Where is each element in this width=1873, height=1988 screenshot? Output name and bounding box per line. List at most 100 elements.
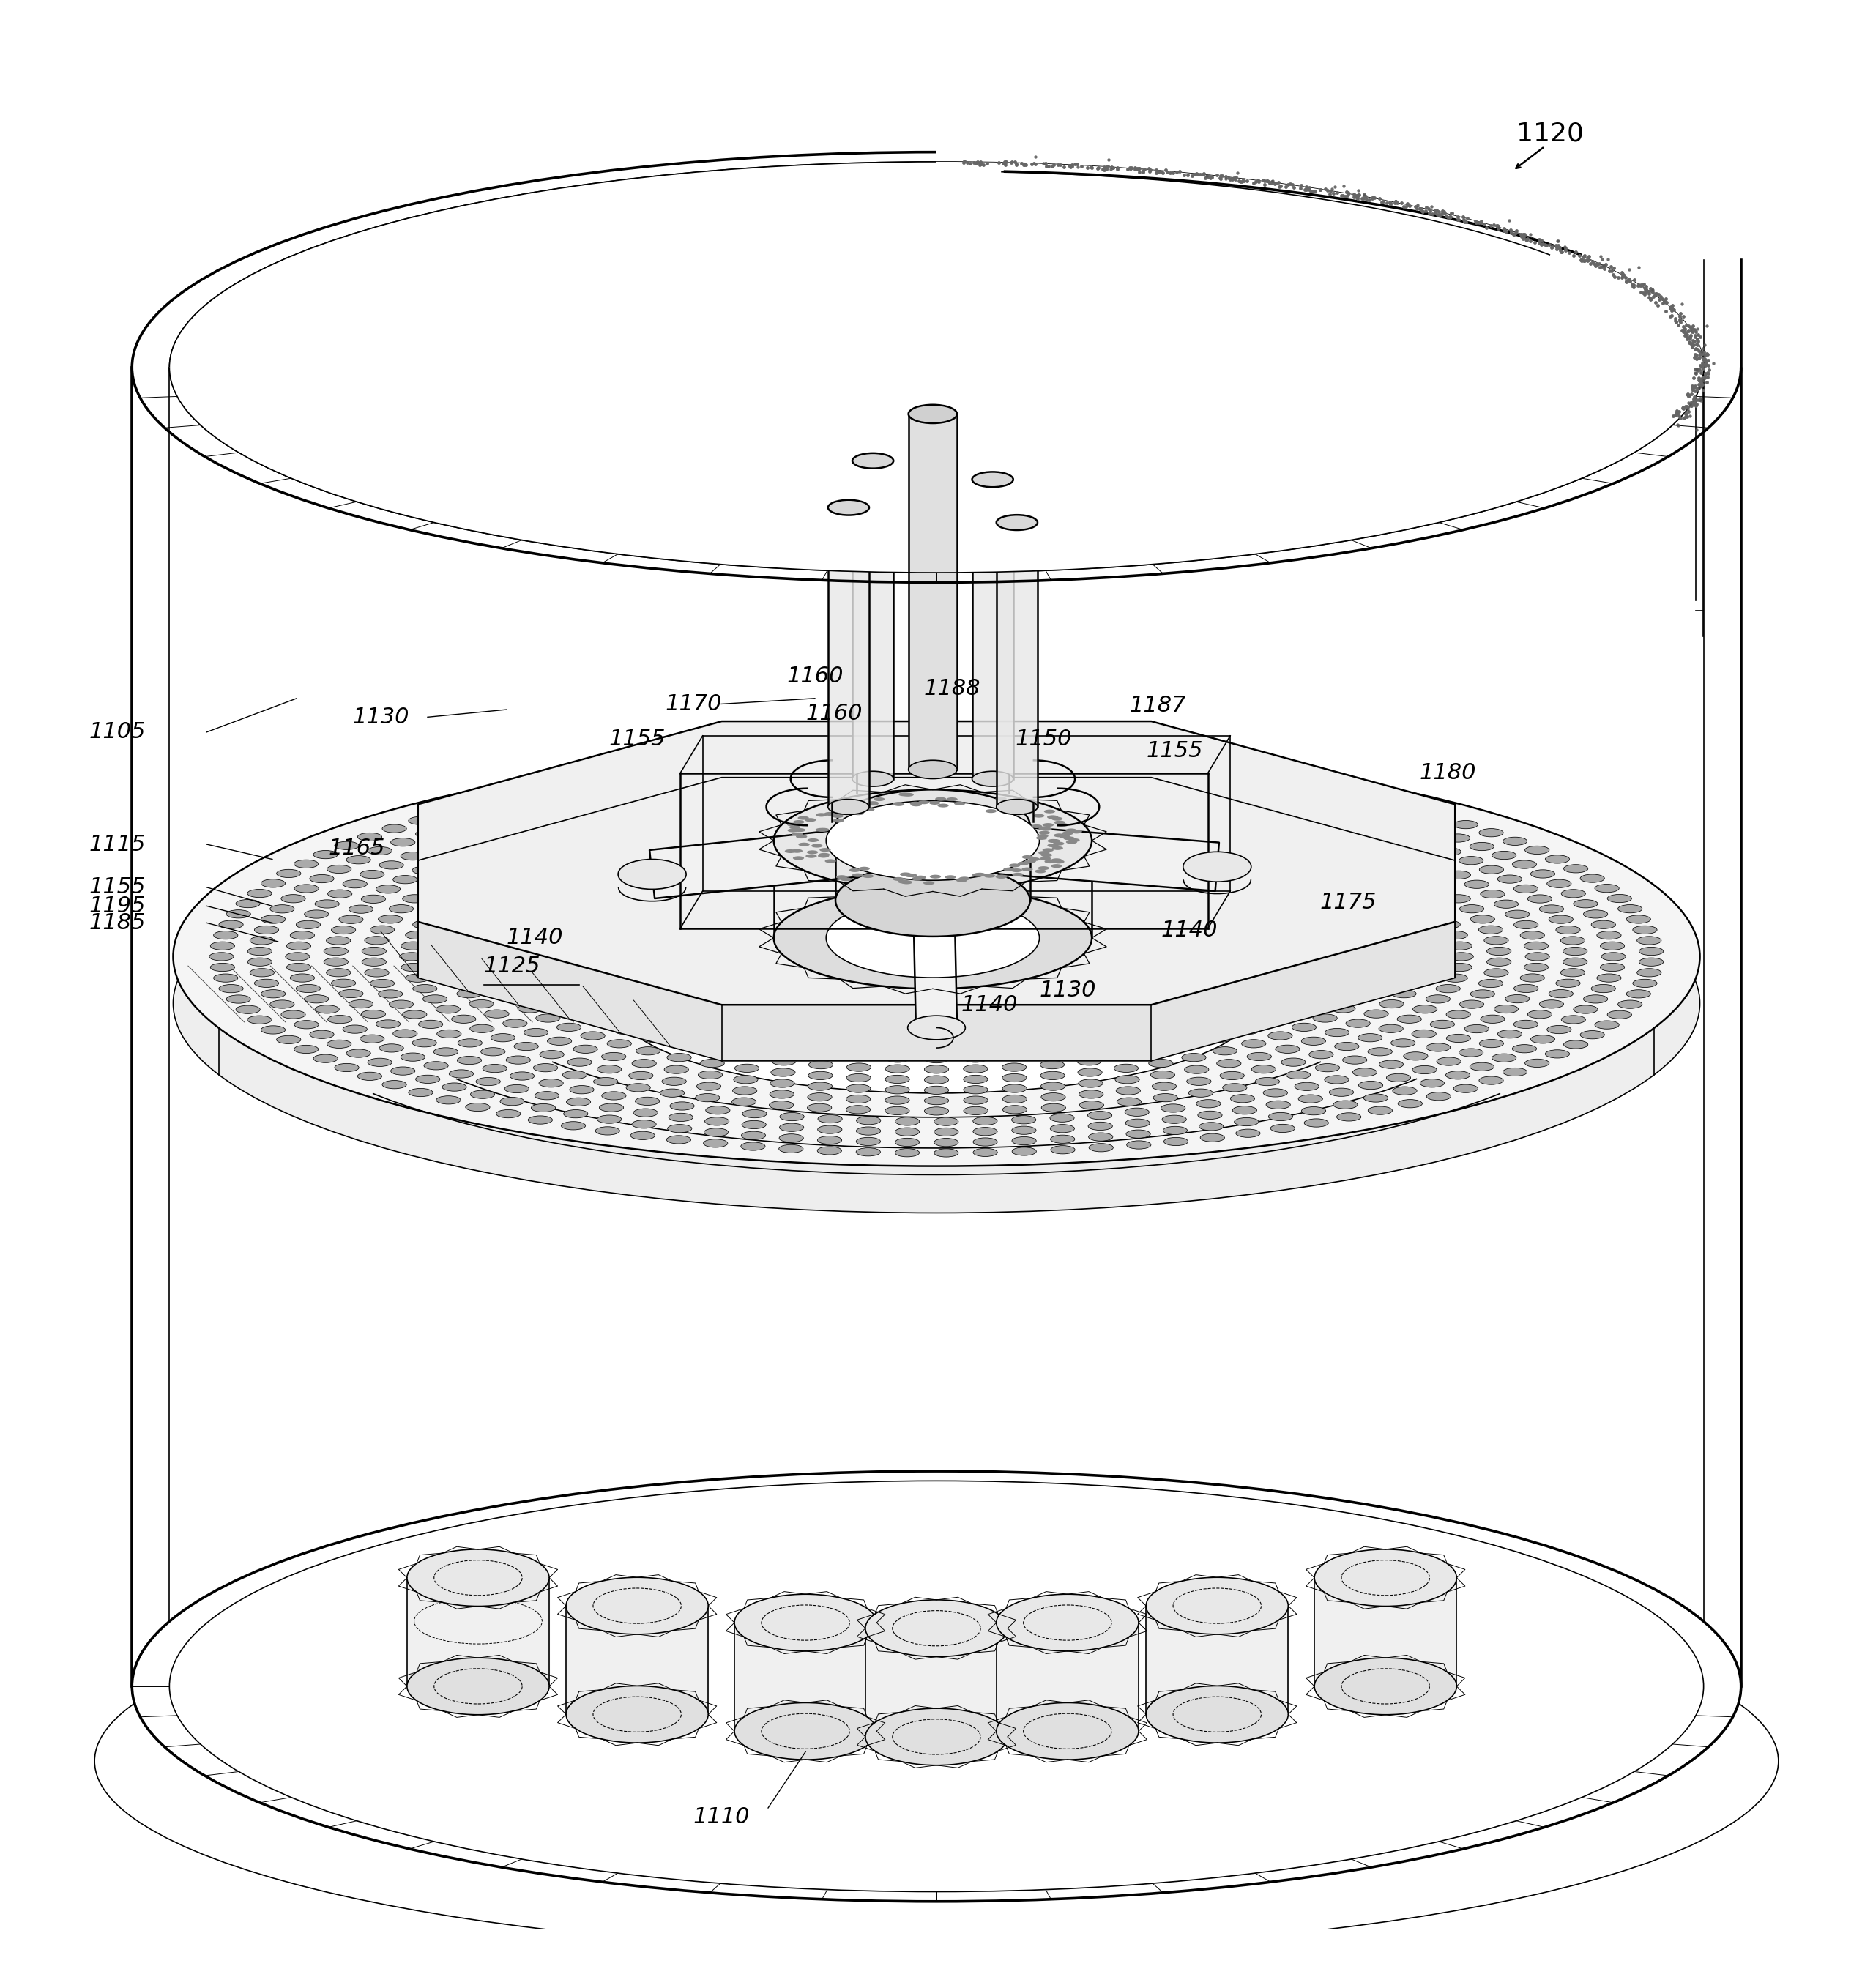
Ellipse shape: [1487, 946, 1512, 956]
Ellipse shape: [324, 946, 348, 956]
Ellipse shape: [1161, 1115, 1186, 1123]
Ellipse shape: [1493, 1054, 1517, 1062]
Ellipse shape: [599, 1103, 624, 1111]
Ellipse shape: [1480, 829, 1504, 837]
Ellipse shape: [260, 1026, 285, 1034]
Ellipse shape: [285, 952, 309, 960]
Ellipse shape: [1088, 783, 1113, 791]
Ellipse shape: [1556, 926, 1581, 934]
Ellipse shape: [1594, 1020, 1618, 1030]
Ellipse shape: [1126, 797, 1150, 805]
Ellipse shape: [641, 871, 665, 879]
Ellipse shape: [1088, 793, 1113, 801]
Ellipse shape: [867, 801, 878, 805]
Ellipse shape: [1199, 1123, 1223, 1131]
Ellipse shape: [539, 825, 564, 835]
Ellipse shape: [732, 819, 757, 827]
Ellipse shape: [249, 968, 273, 976]
Text: 1130: 1130: [1040, 980, 1096, 1000]
Ellipse shape: [667, 781, 691, 789]
Ellipse shape: [590, 887, 614, 895]
Ellipse shape: [1392, 867, 1416, 875]
Ellipse shape: [569, 984, 594, 992]
Ellipse shape: [1201, 771, 1225, 779]
Ellipse shape: [1573, 901, 1598, 909]
Ellipse shape: [378, 914, 403, 922]
Ellipse shape: [1581, 1030, 1605, 1040]
Ellipse shape: [938, 803, 950, 807]
Ellipse shape: [382, 825, 406, 833]
Ellipse shape: [412, 920, 436, 928]
Ellipse shape: [502, 1020, 526, 1028]
Ellipse shape: [1223, 821, 1247, 829]
Ellipse shape: [1626, 914, 1650, 922]
Ellipse shape: [1264, 911, 1289, 918]
Ellipse shape: [1513, 920, 1538, 928]
Ellipse shape: [1071, 829, 1083, 833]
Ellipse shape: [1347, 911, 1371, 918]
Ellipse shape: [534, 813, 558, 821]
Polygon shape: [931, 821, 1219, 891]
Ellipse shape: [865, 1708, 1008, 1765]
Ellipse shape: [1512, 861, 1536, 869]
Ellipse shape: [704, 765, 729, 773]
Ellipse shape: [1298, 907, 1322, 914]
Ellipse shape: [1292, 883, 1317, 891]
Ellipse shape: [1626, 990, 1650, 998]
Ellipse shape: [807, 851, 819, 855]
Ellipse shape: [436, 1030, 461, 1038]
Ellipse shape: [925, 1056, 948, 1064]
Ellipse shape: [255, 980, 279, 988]
Ellipse shape: [1025, 859, 1036, 863]
Ellipse shape: [172, 793, 1701, 1213]
Ellipse shape: [1232, 1105, 1257, 1115]
Ellipse shape: [1174, 1028, 1199, 1036]
Ellipse shape: [863, 807, 875, 811]
Ellipse shape: [1446, 1010, 1470, 1018]
Ellipse shape: [1530, 871, 1555, 879]
Ellipse shape: [648, 885, 672, 893]
Ellipse shape: [624, 1012, 648, 1020]
Ellipse shape: [742, 773, 766, 781]
Ellipse shape: [536, 1014, 560, 1022]
Ellipse shape: [1407, 968, 1431, 976]
Ellipse shape: [1480, 1016, 1504, 1024]
Ellipse shape: [270, 1000, 294, 1008]
Ellipse shape: [637, 859, 661, 867]
Ellipse shape: [944, 875, 955, 879]
Ellipse shape: [556, 883, 581, 891]
Ellipse shape: [1470, 914, 1495, 922]
Ellipse shape: [1038, 827, 1049, 831]
Ellipse shape: [1600, 962, 1624, 972]
Ellipse shape: [1392, 914, 1416, 924]
Ellipse shape: [895, 1149, 920, 1157]
Ellipse shape: [886, 799, 910, 807]
Ellipse shape: [547, 1038, 571, 1046]
Ellipse shape: [1302, 869, 1326, 877]
Ellipse shape: [895, 1117, 920, 1125]
Ellipse shape: [524, 877, 549, 885]
Ellipse shape: [742, 1143, 766, 1151]
Ellipse shape: [1088, 1143, 1113, 1151]
Ellipse shape: [1313, 990, 1337, 998]
Ellipse shape: [734, 829, 759, 837]
Ellipse shape: [1598, 974, 1622, 982]
Ellipse shape: [1528, 1010, 1553, 1018]
Ellipse shape: [1446, 895, 1470, 903]
Ellipse shape: [1425, 911, 1450, 918]
Ellipse shape: [1036, 837, 1047, 839]
Ellipse shape: [500, 807, 524, 815]
Ellipse shape: [774, 887, 1092, 988]
Ellipse shape: [935, 797, 946, 801]
Ellipse shape: [1231, 811, 1255, 819]
Ellipse shape: [1483, 968, 1508, 976]
Ellipse shape: [1545, 1050, 1570, 1058]
Ellipse shape: [1407, 936, 1431, 944]
Ellipse shape: [1459, 857, 1483, 865]
Ellipse shape: [532, 801, 556, 809]
Ellipse shape: [347, 855, 371, 865]
Ellipse shape: [566, 1097, 590, 1105]
Ellipse shape: [348, 905, 373, 912]
Ellipse shape: [912, 877, 923, 881]
Ellipse shape: [1420, 1079, 1444, 1087]
